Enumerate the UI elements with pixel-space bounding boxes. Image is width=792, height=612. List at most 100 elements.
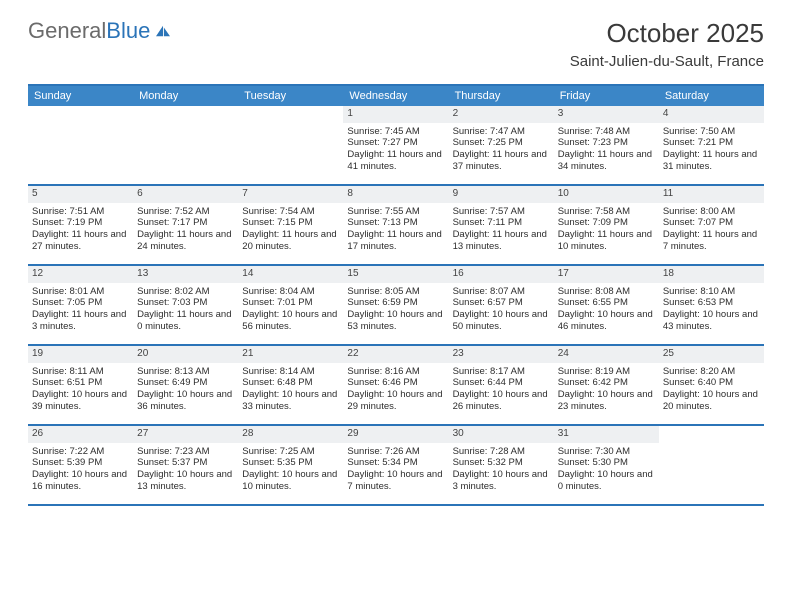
daylight-text: Daylight: 10 hours and 0 minutes. [558,469,655,493]
day-cell: 31Sunrise: 7:30 AMSunset: 5:30 PMDayligh… [554,426,659,504]
sunrise-text: Sunrise: 8:19 AM [558,366,655,378]
sunset-text: Sunset: 7:23 PM [558,137,655,149]
day-number: 9 [449,186,554,203]
daylight-text: Daylight: 10 hours and 16 minutes. [32,469,129,493]
sunrise-text: Sunrise: 7:26 AM [347,446,444,458]
day-number: 8 [343,186,448,203]
day-cell: 8Sunrise: 7:55 AMSunset: 7:13 PMDaylight… [343,186,448,264]
sunrise-text: Sunrise: 8:04 AM [242,286,339,298]
daylight-text: Daylight: 11 hours and 10 minutes. [558,229,655,253]
day-number: 1 [343,106,448,123]
day-cell: 7Sunrise: 7:54 AMSunset: 7:15 PMDaylight… [238,186,343,264]
day-cell: 17Sunrise: 8:08 AMSunset: 6:55 PMDayligh… [554,266,659,344]
day-cell: 28Sunrise: 7:25 AMSunset: 5:35 PMDayligh… [238,426,343,504]
day-cell: 20Sunrise: 8:13 AMSunset: 6:49 PMDayligh… [133,346,238,424]
day-number: 3 [554,106,659,123]
day-body: Sunrise: 8:10 AMSunset: 6:53 PMDaylight:… [659,283,764,338]
day-cell: 22Sunrise: 8:16 AMSunset: 6:46 PMDayligh… [343,346,448,424]
day-cell: 26Sunrise: 7:22 AMSunset: 5:39 PMDayligh… [28,426,133,504]
sunset-text: Sunset: 7:15 PM [242,217,339,229]
week-row: 12Sunrise: 8:01 AMSunset: 7:05 PMDayligh… [28,266,764,346]
day-body: Sunrise: 7:28 AMSunset: 5:32 PMDaylight:… [449,443,554,498]
daylight-text: Daylight: 10 hours and 3 minutes. [453,469,550,493]
daylight-text: Daylight: 10 hours and 26 minutes. [453,389,550,413]
day-cell: 24Sunrise: 8:19 AMSunset: 6:42 PMDayligh… [554,346,659,424]
day-number: 4 [659,106,764,123]
day-body: Sunrise: 7:58 AMSunset: 7:09 PMDaylight:… [554,203,659,258]
day-number: 26 [28,426,133,443]
title-block: October 2025 Saint-Julien-du-Sault, Fran… [570,18,764,70]
daylight-text: Daylight: 10 hours and 13 minutes. [137,469,234,493]
day-body: Sunrise: 8:00 AMSunset: 7:07 PMDaylight:… [659,203,764,258]
weekday-header: Tuesday [238,86,343,106]
day-cell: 6Sunrise: 7:52 AMSunset: 7:17 PMDaylight… [133,186,238,264]
day-body: Sunrise: 8:01 AMSunset: 7:05 PMDaylight:… [28,283,133,338]
day-cell: 30Sunrise: 7:28 AMSunset: 5:32 PMDayligh… [449,426,554,504]
sunrise-text: Sunrise: 8:08 AM [558,286,655,298]
week-row: 26Sunrise: 7:22 AMSunset: 5:39 PMDayligh… [28,426,764,506]
day-cell: 21Sunrise: 8:14 AMSunset: 6:48 PMDayligh… [238,346,343,424]
sunrise-text: Sunrise: 7:57 AM [453,206,550,218]
sunrise-text: Sunrise: 8:01 AM [32,286,129,298]
day-body: Sunrise: 7:57 AMSunset: 7:11 PMDaylight:… [449,203,554,258]
sunrise-text: Sunrise: 8:13 AM [137,366,234,378]
day-number: 15 [343,266,448,283]
daylight-text: Daylight: 10 hours and 10 minutes. [242,469,339,493]
day-cell [133,106,238,184]
day-number: 13 [133,266,238,283]
day-body: Sunrise: 8:17 AMSunset: 6:44 PMDaylight:… [449,363,554,418]
weekday-header: Thursday [449,86,554,106]
sunset-text: Sunset: 6:48 PM [242,377,339,389]
day-number: 20 [133,346,238,363]
daylight-text: Daylight: 11 hours and 0 minutes. [137,309,234,333]
day-cell: 25Sunrise: 8:20 AMSunset: 6:40 PMDayligh… [659,346,764,424]
daylight-text: Daylight: 10 hours and 29 minutes. [347,389,444,413]
daylight-text: Daylight: 10 hours and 50 minutes. [453,309,550,333]
day-body: Sunrise: 7:26 AMSunset: 5:34 PMDaylight:… [343,443,448,498]
day-number: 23 [449,346,554,363]
sunset-text: Sunset: 7:11 PM [453,217,550,229]
logo-part1: General [28,18,106,43]
day-body: Sunrise: 7:50 AMSunset: 7:21 PMDaylight:… [659,123,764,178]
sunset-text: Sunset: 6:53 PM [663,297,760,309]
day-number: 27 [133,426,238,443]
day-cell: 12Sunrise: 8:01 AMSunset: 7:05 PMDayligh… [28,266,133,344]
day-body: Sunrise: 7:47 AMSunset: 7:25 PMDaylight:… [449,123,554,178]
weekday-header: Friday [554,86,659,106]
weekday-header: Monday [133,86,238,106]
sunrise-text: Sunrise: 7:30 AM [558,446,655,458]
page-title: October 2025 [570,18,764,49]
day-cell: 15Sunrise: 8:05 AMSunset: 6:59 PMDayligh… [343,266,448,344]
day-number: 29 [343,426,448,443]
sunrise-text: Sunrise: 7:23 AM [137,446,234,458]
day-body: Sunrise: 8:07 AMSunset: 6:57 PMDaylight:… [449,283,554,338]
day-body: Sunrise: 7:45 AMSunset: 7:27 PMDaylight:… [343,123,448,178]
weekday-header: Sunday [28,86,133,106]
sunset-text: Sunset: 7:13 PM [347,217,444,229]
daylight-text: Daylight: 11 hours and 3 minutes. [32,309,129,333]
daylight-text: Daylight: 10 hours and 23 minutes. [558,389,655,413]
header: GeneralBlue October 2025 Saint-Julien-du… [0,0,792,78]
day-body: Sunrise: 8:02 AMSunset: 7:03 PMDaylight:… [133,283,238,338]
daylight-text: Daylight: 10 hours and 56 minutes. [242,309,339,333]
day-cell [659,426,764,504]
logo-part2: Blue [106,18,150,43]
sunset-text: Sunset: 5:34 PM [347,457,444,469]
weekday-header-row: SundayMondayTuesdayWednesdayThursdayFrid… [28,86,764,106]
sunset-text: Sunset: 7:17 PM [137,217,234,229]
day-number: 16 [449,266,554,283]
sunset-text: Sunset: 6:55 PM [558,297,655,309]
day-number: 28 [238,426,343,443]
day-number: 14 [238,266,343,283]
day-number: 24 [554,346,659,363]
sunset-text: Sunset: 6:57 PM [453,297,550,309]
sunset-text: Sunset: 7:03 PM [137,297,234,309]
logo-sail-icon [154,24,172,38]
sunset-text: Sunset: 7:25 PM [453,137,550,149]
sunset-text: Sunset: 6:51 PM [32,377,129,389]
sunset-text: Sunset: 5:35 PM [242,457,339,469]
day-cell [28,106,133,184]
daylight-text: Daylight: 10 hours and 46 minutes. [558,309,655,333]
sunrise-text: Sunrise: 7:47 AM [453,126,550,138]
day-number: 19 [28,346,133,363]
